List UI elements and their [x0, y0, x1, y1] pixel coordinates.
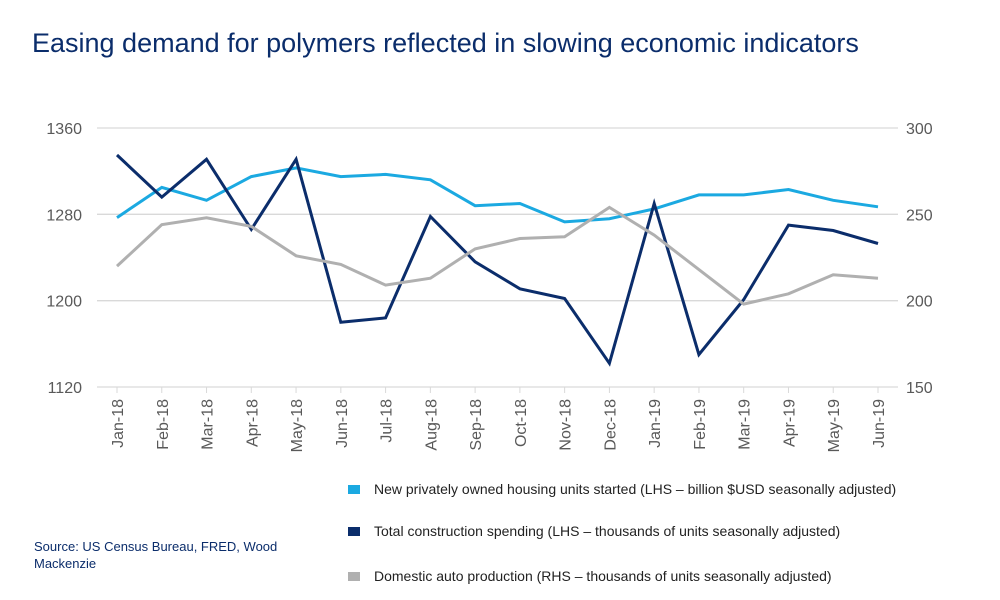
right-tick-label: 200 — [906, 294, 933, 311]
right-tick-label: 150 — [906, 380, 933, 397]
x-tick-label: Mar-19 — [737, 399, 754, 450]
left-tick-label: 1120 — [48, 380, 83, 397]
x-tick-label: May-18 — [289, 399, 306, 452]
legend-label: Domestic auto production (RHS – thousand… — [374, 568, 832, 584]
legend-item-auto: Domestic auto production (RHS – thousand… — [348, 568, 832, 584]
series-line-2 — [115, 205, 879, 306]
x-tick-label: Nov-18 — [558, 399, 575, 451]
x-tick-label: Jan-18 — [110, 399, 127, 448]
x-tick-label: Jan-19 — [647, 399, 664, 448]
x-tick-label: Dec-18 — [602, 399, 619, 451]
x-tick-label: Apr-19 — [781, 399, 798, 447]
right-tick-label: 300 — [906, 121, 933, 138]
x-tick-label: Oct-18 — [513, 399, 530, 447]
source-note: Source: US Census Bureau, FRED, Wood Mac… — [34, 539, 278, 571]
legend-item-construction: Total construction spending (LHS – thous… — [348, 523, 840, 539]
left-tick-label: 1200 — [46, 294, 82, 311]
legend-label: Total construction spending (LHS – thous… — [374, 523, 841, 539]
x-tick-label: Jun-19 — [871, 399, 888, 448]
legend-swatch — [348, 484, 360, 494]
x-tick-label: Sep-18 — [468, 399, 485, 451]
legend-swatch — [348, 526, 360, 536]
chart-title: Easing demand for polymers reflected in … — [32, 28, 859, 58]
left-tick-label: 1360 — [46, 121, 82, 138]
x-tick-label: Aug-18 — [423, 399, 440, 451]
x-tick-label: Mar-18 — [200, 399, 217, 450]
legend-swatch — [348, 571, 360, 581]
x-tick-label: Apr-18 — [244, 399, 261, 447]
left-tick-label: 1280 — [46, 207, 82, 224]
legend-label: New privately owned housing units starte… — [374, 481, 897, 497]
x-tick-label: May-19 — [826, 399, 843, 452]
x-tick-label: Feb-19 — [692, 399, 709, 450]
series-line-0 — [116, 166, 879, 224]
x-tick-label: Feb-18 — [155, 399, 172, 450]
right-tick-label: 250 — [906, 207, 933, 224]
legend-item-housing: New privately owned housing units starte… — [348, 481, 896, 497]
x-tick-label: Jul-18 — [379, 399, 396, 443]
series-line-1 — [115, 153, 879, 367]
x-tick-label: Jun-18 — [334, 399, 351, 448]
